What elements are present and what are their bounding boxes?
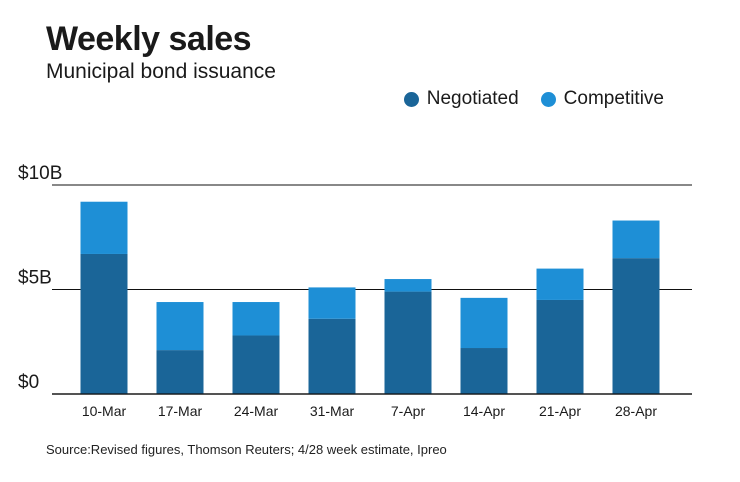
legend-item-negotiated: Negotiated: [403, 88, 519, 110]
legend-swatch-negotiated: [403, 91, 419, 107]
source-note: Source:Revised figures, Thomson Reuters;…: [46, 442, 447, 457]
bar-negotiated-31-mar: [308, 318, 356, 394]
bar-negotiated-14-apr: [460, 348, 508, 394]
bar-competitive-28-apr: [612, 220, 660, 259]
x-tick-label: 17-Mar: [158, 403, 203, 419]
bar-competitive-31-mar: [308, 287, 356, 319]
legend-label-negotiated: Negotiated: [426, 88, 519, 109]
bar-negotiated-7-apr: [384, 291, 432, 394]
x-tick-label: 24-Mar: [234, 403, 279, 419]
chart-subtitle: Municipal bond issuance: [46, 60, 276, 83]
y-tick-label: $10B: [18, 163, 62, 184]
bar-competitive-17-mar: [156, 302, 204, 351]
x-tick-label: 10-Mar: [82, 403, 127, 419]
x-tick-label: 21-Apr: [539, 403, 581, 419]
bar-negotiated-10-mar: [80, 253, 128, 394]
x-tick-label: 28-Apr: [615, 403, 657, 419]
bar-competitive-24-mar: [232, 302, 280, 336]
bar-negotiated-21-apr: [536, 299, 584, 394]
y-tick-label: $5B: [18, 268, 52, 289]
chart-title: Weekly sales: [46, 20, 252, 58]
y-tick-label: $0: [18, 372, 39, 393]
bar-competitive-7-apr: [384, 279, 432, 292]
x-tick-label: 14-Apr: [463, 403, 505, 419]
bar-negotiated-24-mar: [232, 335, 280, 394]
bar-competitive-10-mar: [80, 201, 128, 254]
x-tick-label: 31-Mar: [310, 403, 355, 419]
legend-label-competitive: Competitive: [563, 88, 664, 109]
bar-negotiated-17-mar: [156, 350, 204, 394]
bar-competitive-21-apr: [536, 268, 584, 300]
bar-negotiated-28-apr: [612, 258, 660, 394]
legend-swatch-competitive: [540, 91, 556, 107]
legend: Negotiated Competitive: [403, 88, 664, 110]
x-tick-label: 7-Apr: [391, 403, 426, 419]
legend-item-competitive: Competitive: [540, 88, 664, 110]
bar-competitive-14-apr: [460, 297, 508, 349]
